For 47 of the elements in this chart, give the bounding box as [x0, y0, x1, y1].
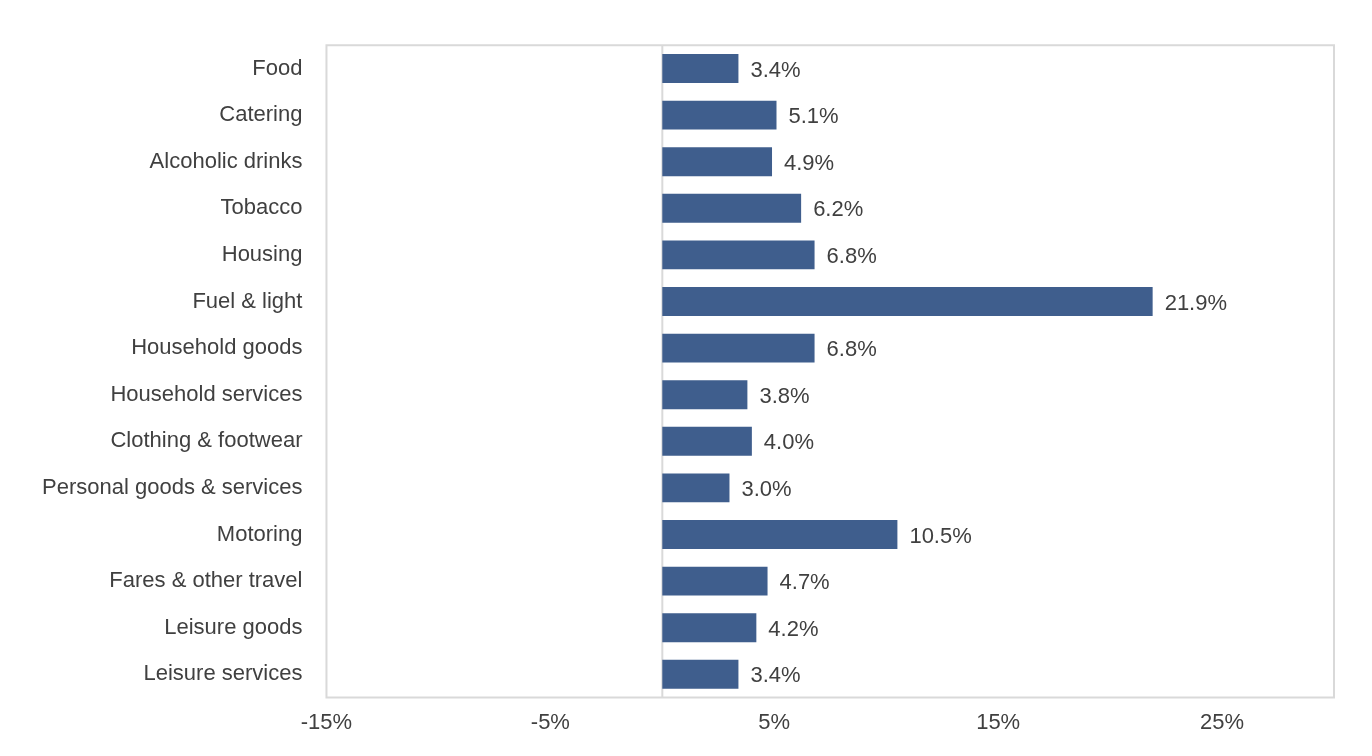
bar: [662, 100, 777, 130]
y-tick-label: Food: [252, 54, 303, 80]
bar: [662, 566, 768, 596]
data-label: 4.0%: [763, 429, 815, 455]
bar: [662, 426, 752, 456]
y-tick-label: Leisure services: [143, 660, 303, 686]
data-label: 6.8%: [826, 336, 877, 362]
bar: [662, 287, 1153, 316]
bar: [662, 659, 739, 689]
data-label: 6.2%: [813, 196, 864, 222]
x-tick-label: 15%: [976, 708, 1021, 734]
bar: [662, 147, 773, 177]
x-tick-label: 25%: [1200, 708, 1245, 734]
x-tick-label: 5%: [758, 708, 791, 734]
x-tick-label: -5%: [530, 708, 570, 734]
y-tick-label: Clothing & footwear: [110, 427, 303, 453]
data-label: 3.4%: [750, 662, 801, 688]
bar: [662, 473, 730, 503]
data-label: 3.0%: [741, 475, 792, 501]
bar: [662, 380, 748, 410]
data-label: 3.4%: [750, 56, 801, 82]
y-tick-label: Alcoholic drinks: [149, 147, 303, 173]
bar: [662, 333, 815, 363]
y-tick-label: Household services: [110, 380, 303, 406]
bar: [662, 193, 802, 223]
y-tick-label: Motoring: [216, 520, 303, 546]
bar: [662, 613, 757, 643]
data-label: 10.5%: [909, 522, 972, 548]
y-tick-label: Catering: [219, 101, 303, 127]
y-tick-label: Household goods: [131, 334, 303, 360]
data-label: 3.8%: [759, 382, 810, 408]
y-tick-label: Fares & other travel: [109, 567, 303, 593]
data-label: 21.9%: [1164, 289, 1228, 315]
data-label: 6.8%: [826, 242, 877, 268]
data-label: 4.2%: [768, 615, 819, 641]
data-label: 4.9%: [784, 149, 835, 175]
data-label: 4.7%: [779, 569, 830, 595]
y-tick-label: Fuel & light: [192, 287, 303, 313]
bar: [662, 54, 739, 83]
y-tick-label: Housing: [221, 240, 303, 266]
y-tick-label: Leisure goods: [164, 613, 303, 639]
bar: [662, 240, 815, 270]
x-tick-label: -15%: [300, 708, 353, 734]
data-label: 5.1%: [788, 103, 839, 129]
y-tick-label: Personal goods & services: [42, 473, 303, 499]
y-tick-label: Tobacco: [220, 194, 303, 220]
bar: [662, 520, 898, 549]
